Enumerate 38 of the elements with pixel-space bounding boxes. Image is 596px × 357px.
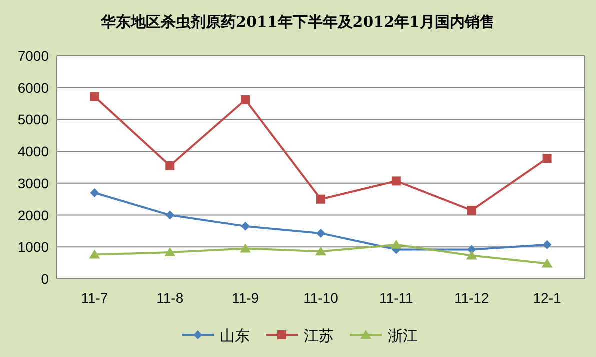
point xyxy=(390,240,402,249)
point xyxy=(241,95,250,104)
legend-label: 浙江 xyxy=(388,328,418,345)
x-tick-label: 12-1 xyxy=(533,290,562,306)
x-tick-label: 11-12 xyxy=(454,290,490,306)
point xyxy=(240,244,252,253)
y-tick-label: 7000 xyxy=(18,48,50,64)
legend-label: 江苏 xyxy=(304,328,334,345)
point xyxy=(316,228,326,238)
point xyxy=(392,176,401,186)
y-tick-label: 3000 xyxy=(18,175,50,192)
point xyxy=(316,194,326,204)
y-tick-label: 2000 xyxy=(18,207,50,224)
point xyxy=(467,206,476,216)
point xyxy=(316,246,326,256)
point xyxy=(241,222,250,231)
x-tick-label: 11-8 xyxy=(156,290,184,306)
x-tick-label: 11-10 xyxy=(304,290,339,306)
y-tick-label: 1000 xyxy=(18,239,50,256)
x-tick-label: 11-9 xyxy=(232,290,260,306)
chart-title: 华东地区杀虫剂原药2011年下半年及2012年1月国内销售 xyxy=(100,13,495,31)
point xyxy=(542,240,552,250)
point xyxy=(542,258,553,268)
legend-label: 山东 xyxy=(220,328,250,345)
point xyxy=(89,250,100,259)
point xyxy=(466,250,478,260)
point xyxy=(542,154,552,164)
y-tick-label: 0 xyxy=(41,271,50,287)
y-tick-label: 6000 xyxy=(18,80,50,96)
point xyxy=(166,161,175,170)
point xyxy=(166,210,175,220)
y-tick-label: 4000 xyxy=(18,144,50,160)
x-tick-label: 11-7 xyxy=(81,290,108,306)
x-tick-label: 11-11 xyxy=(380,290,414,306)
point xyxy=(90,92,100,102)
y-tick-label: 5000 xyxy=(18,112,50,128)
point xyxy=(90,188,100,198)
point xyxy=(164,248,176,257)
